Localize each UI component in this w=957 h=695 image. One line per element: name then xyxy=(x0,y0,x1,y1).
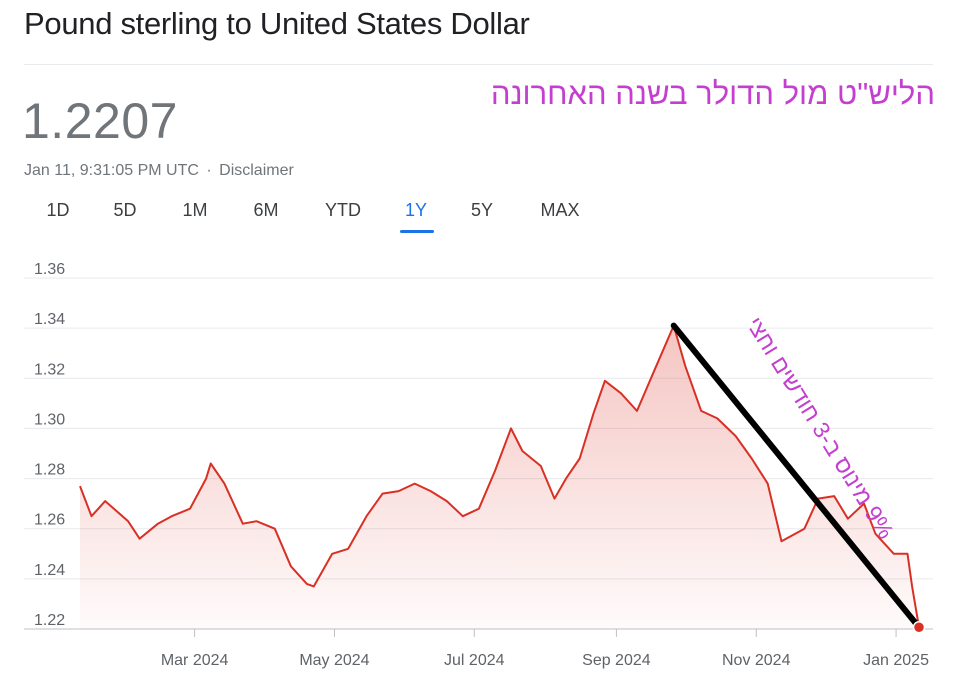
y-tick-label: 1.22 xyxy=(34,612,65,629)
tab-5d[interactable]: 5D xyxy=(113,200,137,220)
header-divider xyxy=(24,64,933,65)
timestamp-line: Jan 11, 9:31:05 PM UTC · Disclaimer xyxy=(24,162,294,180)
x-tick-label: May 2024 xyxy=(299,652,369,669)
disclaimer-link[interactable]: Disclaimer xyxy=(219,162,294,179)
y-tick-label: 1.30 xyxy=(34,411,65,428)
timestamp: Jan 11, 9:31:05 PM UTC xyxy=(24,162,199,179)
y-tick-label: 1.26 xyxy=(34,512,65,529)
x-tick-label: Nov 2024 xyxy=(722,652,791,669)
tab-1y[interactable]: 1Y xyxy=(404,200,428,220)
trendline xyxy=(670,322,922,631)
y-tick-label: 1.32 xyxy=(34,361,65,378)
x-tick-label: Jul 2024 xyxy=(444,652,505,669)
y-tick-label: 1.36 xyxy=(34,261,65,278)
y-tick-label: 1.24 xyxy=(34,562,65,579)
x-tick-label: Mar 2024 xyxy=(161,652,229,669)
series-area-fill xyxy=(80,325,919,629)
annotation-title: הליש"ט מול הדולר בשנה האחרונה xyxy=(490,76,935,111)
tab-ytd[interactable]: YTD xyxy=(325,200,361,220)
current-price: 1.2207 xyxy=(22,93,178,149)
tab-max[interactable]: MAX xyxy=(540,200,580,220)
y-tick-label: 1.28 xyxy=(34,462,65,479)
x-tick-label: Jan 2025 xyxy=(863,652,929,669)
page-title: Pound sterling to United States Dollar xyxy=(24,6,530,41)
active-tab-indicator xyxy=(400,230,434,233)
series-line xyxy=(79,324,920,628)
end-point-marker xyxy=(912,620,926,634)
y-tick-label: 1.34 xyxy=(34,311,65,328)
x-tick-label: Sep 2024 xyxy=(582,652,651,669)
tab-1d[interactable]: 1D xyxy=(46,200,70,220)
separator-dot: · xyxy=(206,162,212,179)
tab-6m[interactable]: 6M xyxy=(253,200,279,220)
tab-1m[interactable]: 1M xyxy=(182,200,208,220)
tab-5y[interactable]: 5Y xyxy=(470,200,494,220)
